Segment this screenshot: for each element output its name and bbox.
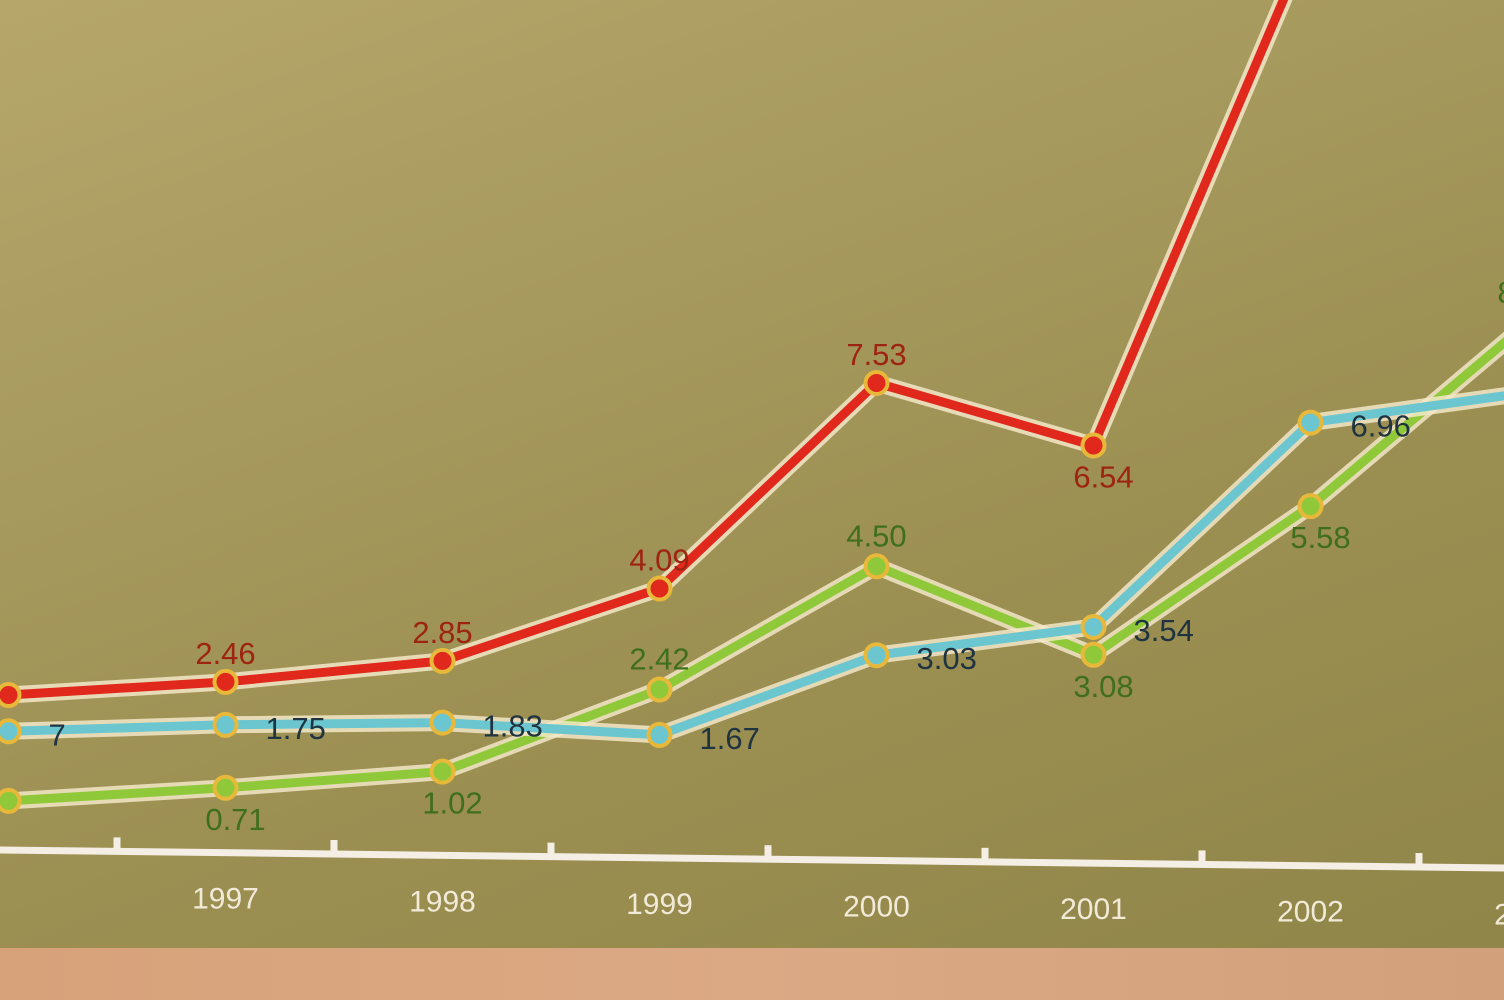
data-label: 5.58 (1290, 520, 1350, 555)
data-labels: 2.46 2.85 4.09 7.53 6.54 0.71 1.02 2.42 4.50 3.08… (49, 275, 1504, 837)
data-label: 1.83 (483, 709, 543, 744)
x-tick-label: 2002 (1277, 896, 1344, 929)
x-axis-line (0, 846, 1504, 872)
x-tick-label: 2000 (843, 891, 910, 924)
x-axis: 1997 1998 1999 2000 2001 2002 2003 (0, 837, 1504, 931)
data-point (1297, 409, 1324, 436)
x-tick-label: 1998 (409, 885, 476, 918)
data-point (863, 369, 890, 396)
data-point (0, 718, 22, 745)
data-point (646, 575, 673, 602)
data-label: 3.08 (1073, 669, 1133, 704)
data-label: 4.50 (846, 518, 906, 553)
x-tick-label: 2003 (1494, 898, 1504, 931)
data-point (1297, 493, 1324, 520)
data-label: 3.54 (1134, 613, 1194, 648)
series-lines (0, 0, 1504, 814)
data-point (429, 709, 456, 736)
table-surface (0, 948, 1504, 1000)
data-point (646, 721, 673, 748)
data-point (1080, 432, 1107, 459)
data-point (1080, 641, 1107, 668)
series-line (4, 391, 1504, 740)
data-point (646, 676, 673, 703)
data-label: 0.71 (205, 802, 265, 837)
data-label: 1.67 (700, 721, 760, 756)
x-tick-label: 1997 (192, 883, 259, 916)
data-point (863, 642, 890, 669)
data-label: 8.65 (1497, 275, 1504, 310)
data-point (429, 647, 456, 674)
data-label: 7.53 (846, 337, 906, 372)
x-tick-label: 1999 (626, 888, 693, 921)
data-point (429, 758, 456, 785)
data-label: 1.75 (266, 711, 326, 746)
data-point (212, 774, 239, 801)
x-tick-label: 2001 (1060, 893, 1127, 926)
data-label: 6.96 (1351, 409, 1411, 444)
data-label: 2.42 (629, 642, 689, 677)
data-point (0, 682, 22, 708)
data-label: 4.09 (629, 542, 689, 577)
data-label: 1.02 (422, 786, 482, 821)
data-label: 6.54 (1073, 459, 1133, 494)
data-point (212, 711, 239, 738)
data-point (1080, 613, 1107, 640)
data-point (212, 668, 239, 695)
data-point (863, 553, 890, 580)
data-label: 2.85 (412, 615, 472, 650)
data-label: 3.03 (917, 641, 977, 676)
data-label: 7 (49, 717, 66, 752)
series-line (4, 336, 1504, 806)
data-point (0, 787, 22, 814)
data-label: 2.46 (195, 636, 255, 671)
